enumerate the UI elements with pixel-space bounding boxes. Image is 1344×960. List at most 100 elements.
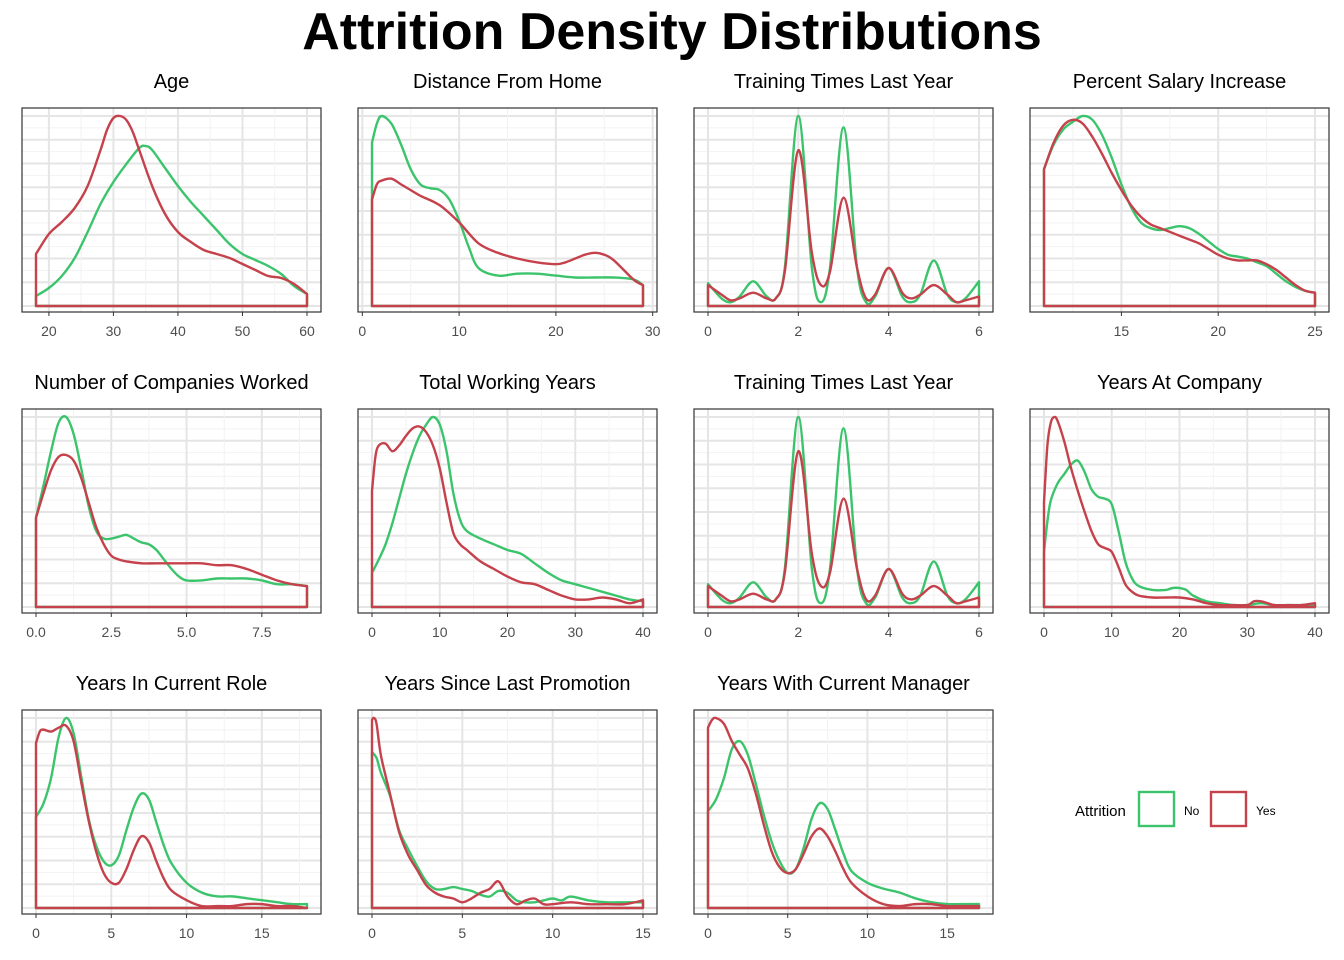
- density-panel-8: Years At Company 0 10 20 30 40: [1029, 372, 1330, 640]
- x-tick-label: 4: [885, 624, 893, 640]
- density-curve-no: [370, 114, 645, 308]
- legend-label-no: No: [1184, 804, 1200, 818]
- panel-frame: [1029, 107, 1330, 313]
- x-tick-label: 20: [41, 323, 57, 339]
- panel-frame: [21, 709, 322, 915]
- density-panel-11: Years With Current Manager 0 5 10 15: [693, 673, 994, 941]
- legend-label-yes: Yes: [1256, 804, 1276, 818]
- x-tick-label: 25: [1307, 323, 1323, 339]
- x-tick-label: 0: [704, 323, 712, 339]
- x-tick-label: 0: [704, 624, 712, 640]
- density-panel-9: Years In Current Role 0 5 10 15: [21, 673, 322, 941]
- density-curve-no: [34, 144, 309, 308]
- x-tick-label: 20: [1172, 624, 1188, 640]
- x-tick-label: 15: [1114, 323, 1130, 339]
- x-tick-label: 5: [107, 925, 115, 941]
- x-tick-label: 30: [1239, 624, 1255, 640]
- density-panel-1: Age 20 30 40 50 60: [21, 71, 322, 339]
- density-curve-yes: [34, 453, 309, 609]
- x-tick-label: 20: [1210, 323, 1226, 339]
- panel-frame: [21, 107, 322, 313]
- main-title: Attrition Density Distributions: [302, 3, 1042, 61]
- x-tick-label: 15: [635, 925, 651, 941]
- density-panel-6: Total Working Years 0 10 20 30 40: [357, 372, 658, 640]
- density-curve-yes: [706, 148, 981, 308]
- x-tick-label: 20: [548, 323, 564, 339]
- density-panel-5: Number of Companies Worked 0.0 2.5 5.0 7.5: [21, 372, 322, 640]
- panel-title: Percent Salary Increase: [1073, 71, 1286, 93]
- x-tick-label: 30: [567, 624, 583, 640]
- density-curve-no: [706, 739, 981, 910]
- legend-key-no: [1137, 790, 1176, 828]
- x-tick-label: 0: [704, 925, 712, 941]
- density-curve-no: [706, 114, 981, 308]
- x-tick-label: 5.0: [177, 624, 197, 640]
- x-tick-label: 30: [106, 323, 122, 339]
- density-curve-no: [34, 716, 309, 910]
- x-tick-label: 6: [975, 624, 983, 640]
- x-tick-label: 10: [451, 323, 467, 339]
- panel-title: Years In Current Role: [76, 673, 268, 695]
- density-panel-4: Percent Salary Increase 15 20 25: [1029, 71, 1330, 339]
- panel-frame: [693, 709, 994, 915]
- panel-title: Training Times Last Year: [734, 372, 954, 394]
- x-tick-label: 0: [358, 323, 366, 339]
- density-curve-no: [34, 415, 309, 609]
- density-curve-yes: [706, 716, 981, 910]
- panel-title: Number of Companies Worked: [34, 372, 308, 394]
- panel-title: Years With Current Manager: [717, 673, 970, 695]
- x-tick-label: 0: [1040, 624, 1048, 640]
- panel-title: Years Since Last Promotion: [384, 673, 630, 695]
- legend: Attrition No Yes: [1075, 790, 1276, 828]
- panel-title: Distance From Home: [413, 71, 602, 93]
- x-tick-label: 2: [794, 624, 802, 640]
- x-tick-label: 10: [860, 925, 876, 941]
- panel-title: Total Working Years: [419, 372, 595, 394]
- x-tick-label: 20: [500, 624, 516, 640]
- density-curve-yes: [34, 723, 309, 910]
- x-tick-label: 4: [885, 323, 893, 339]
- x-tick-label: 0: [368, 624, 376, 640]
- x-tick-label: 10: [179, 925, 195, 941]
- x-tick-label: 0.0: [26, 624, 46, 640]
- x-tick-label: 50: [235, 323, 251, 339]
- x-tick-label: 0: [32, 925, 40, 941]
- x-tick-label: 0: [368, 925, 376, 941]
- panel-frame: [357, 709, 658, 915]
- x-tick-label: 6: [975, 323, 983, 339]
- x-tick-label: 10: [1104, 624, 1120, 640]
- x-tick-label: 2.5: [102, 624, 122, 640]
- x-tick-label: 40: [170, 323, 186, 339]
- panel-title: Age: [154, 71, 190, 93]
- panel-title: Training Times Last Year: [734, 71, 954, 93]
- x-tick-label: 40: [1307, 624, 1323, 640]
- x-tick-label: 10: [545, 925, 561, 941]
- density-curve-yes: [1042, 118, 1317, 308]
- density-panel-10: Years Since Last Promotion 0 5 10 15: [357, 673, 658, 941]
- panel-frame: [693, 408, 994, 614]
- x-tick-label: 10: [432, 624, 448, 640]
- x-tick-label: 15: [254, 925, 270, 941]
- density-curve-yes: [706, 449, 981, 609]
- panel-frame: [693, 107, 994, 313]
- x-tick-label: 40: [635, 624, 651, 640]
- density-panel-2: Distance From Home 0 10 20 30: [357, 71, 661, 339]
- x-tick-label: 7.5: [252, 624, 272, 640]
- density-curve-no: [370, 415, 645, 609]
- legend-title: Attrition: [1075, 803, 1126, 820]
- density-curve-yes: [370, 425, 645, 609]
- x-tick-label: 60: [299, 323, 315, 339]
- density-curve-yes: [34, 114, 309, 308]
- x-tick-label: 30: [645, 323, 661, 339]
- panel-frame: [21, 408, 322, 614]
- density-curve-no: [1042, 114, 1317, 308]
- density-curve-yes: [1042, 415, 1317, 609]
- density-curve-yes: [370, 716, 645, 910]
- panel-title: Years At Company: [1097, 372, 1262, 394]
- x-tick-label: 2: [794, 323, 802, 339]
- x-tick-label: 5: [784, 925, 792, 941]
- panel-frame: [357, 107, 658, 313]
- density-panel-7: Training Times Last Year 0 2 4 6: [693, 372, 994, 640]
- x-tick-label: 15: [939, 925, 955, 941]
